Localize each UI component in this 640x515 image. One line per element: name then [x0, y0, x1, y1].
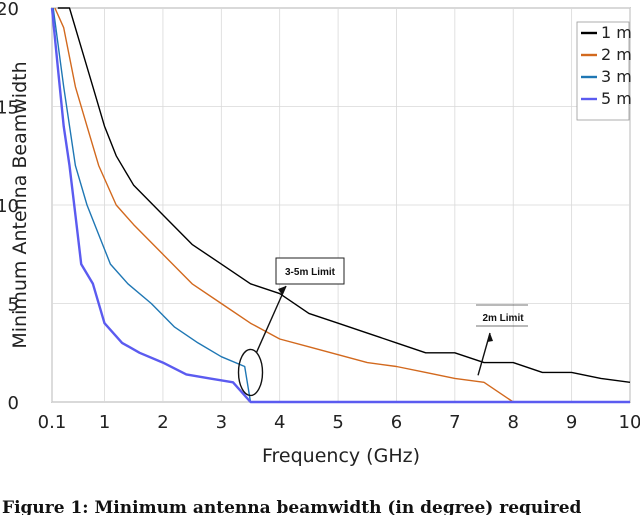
- x-tick-label: 4: [274, 412, 285, 433]
- series-line-5m: [50, 7, 630, 404]
- x-tick-label: 6: [391, 412, 402, 433]
- x-tick-label: 3: [216, 412, 227, 433]
- tick-labels: 0.1 1 2 3 4 5 6 7 8 9 10 0 5 10 15 20: [0, 0, 640, 433]
- legend-label: 1 m: [601, 23, 632, 42]
- annotations: 3-5m Limit 2m Limit: [237, 257, 528, 397]
- legend-label: 5 m: [601, 89, 632, 108]
- x-axis-label: Frequency (GHz): [262, 445, 420, 467]
- series-layer: [50, 7, 631, 404]
- x-tick-label: 8: [508, 412, 519, 433]
- y-axis-label: Minimum Antenna Beamwidth: [9, 61, 31, 348]
- series-line-1m: [57, 7, 631, 383]
- x-tick-label: 9: [566, 412, 577, 433]
- y-tick-label: 20: [0, 0, 19, 20]
- beamwidth-chart: 0.1 1 2 3 4 5 6 7 8 9 10 0 5 10 15 20 Frequency (GHz) M…: [0, 0, 640, 467]
- x-tick-label: 0.1: [38, 412, 67, 433]
- y-tick-label: 15: [0, 98, 19, 119]
- x-tick-label: 2: [157, 412, 168, 433]
- legend-box: [576, 21, 630, 121]
- x-tick-label: 7: [449, 412, 460, 433]
- annotation-label: 2m Limit: [482, 313, 524, 324]
- y-tick-label: 0: [8, 393, 19, 414]
- x-tick-label: 5: [332, 412, 343, 433]
- annotation-ellipse: [237, 348, 264, 397]
- annotation-box: [275, 257, 345, 285]
- legend: 1 m 2 m 3 m 5 m: [576, 21, 632, 121]
- annotation-label: 3-5m Limit: [285, 267, 336, 278]
- x-tick-label: 1: [99, 412, 110, 433]
- legend-label: 3 m: [601, 67, 632, 86]
- annotation-arrow: [255, 285, 287, 353]
- arrow-head: [278, 286, 286, 295]
- x-tick-label: 10: [619, 412, 640, 433]
- figure-caption: Figure 1: Minimum antenna beamwidth (in …: [2, 498, 582, 515]
- legend-label: 2 m: [601, 45, 632, 64]
- arrow-head: [487, 333, 493, 342]
- y-tick-label: 10: [0, 196, 19, 217]
- y-tick-label: 5: [8, 295, 19, 316]
- grid: [51, 7, 631, 403]
